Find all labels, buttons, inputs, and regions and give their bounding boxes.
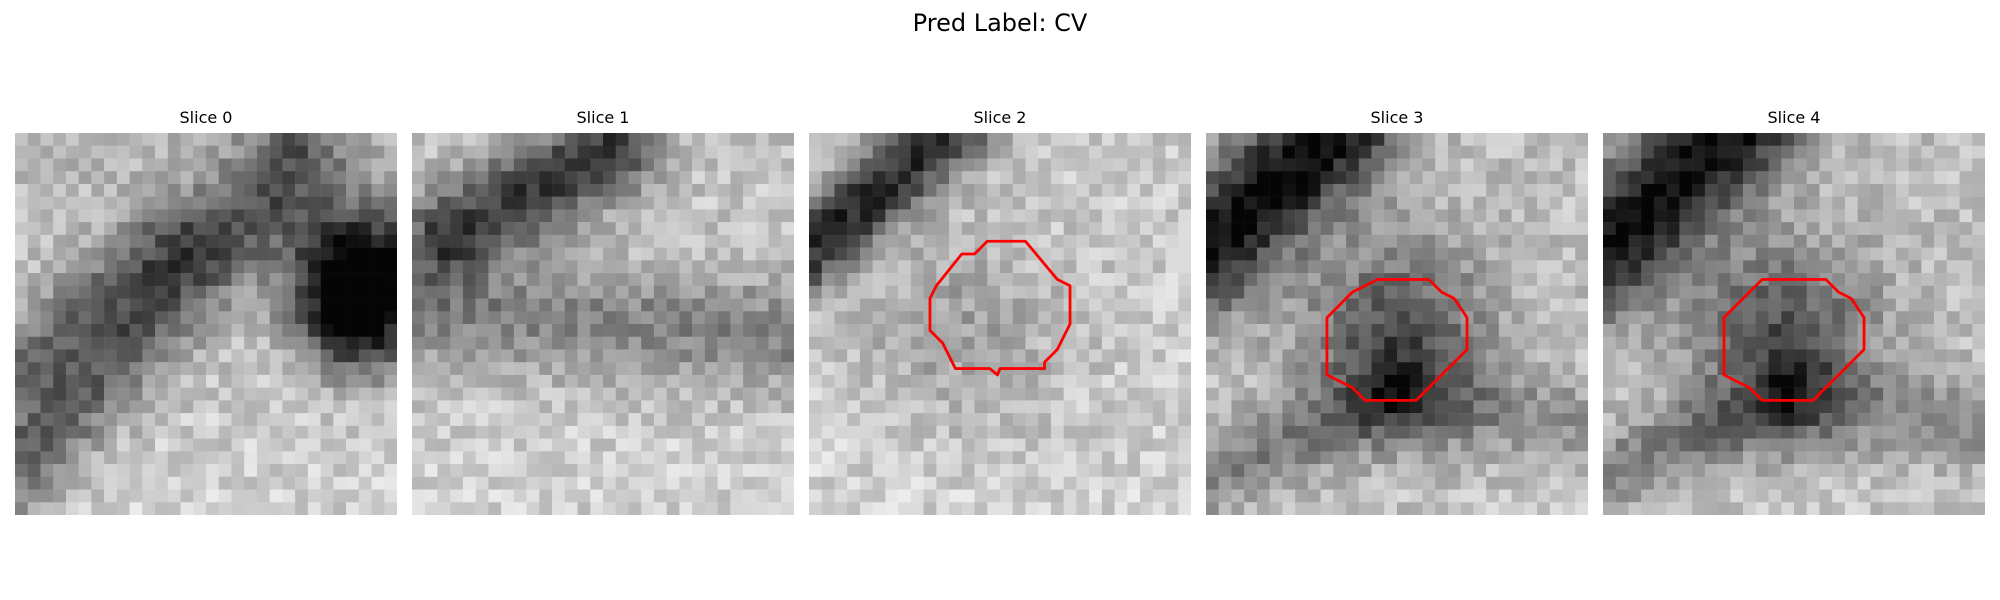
slice-panel-4: Slice 4 — [1603, 107, 1985, 515]
contour-2 — [928, 239, 1072, 377]
contour-3 — [1325, 278, 1469, 402]
slice-title-0: Slice 0 — [179, 108, 233, 127]
slice-title-4: Slice 4 — [1767, 108, 1821, 127]
slice-image-3 — [1206, 133, 1588, 515]
slice-title-1: Slice 1 — [576, 108, 630, 127]
figure-title: Pred Label: CV — [912, 9, 1088, 37]
slice-image-1 — [412, 133, 794, 515]
slice-panel-1: Slice 1 — [412, 107, 794, 515]
slice-image-0 — [15, 133, 397, 515]
slice-panel-2: Slice 2 — [809, 107, 1191, 515]
contour-4 — [1722, 278, 1866, 402]
slice-title-3: Slice 3 — [1370, 108, 1424, 127]
slice-image-2 — [809, 133, 1191, 515]
slice-image-4 — [1603, 133, 1985, 515]
slice-panel-3: Slice 3 — [1206, 107, 1588, 515]
slice-title-2: Slice 2 — [973, 108, 1027, 127]
slice-panel-0: Slice 0 — [15, 107, 397, 515]
